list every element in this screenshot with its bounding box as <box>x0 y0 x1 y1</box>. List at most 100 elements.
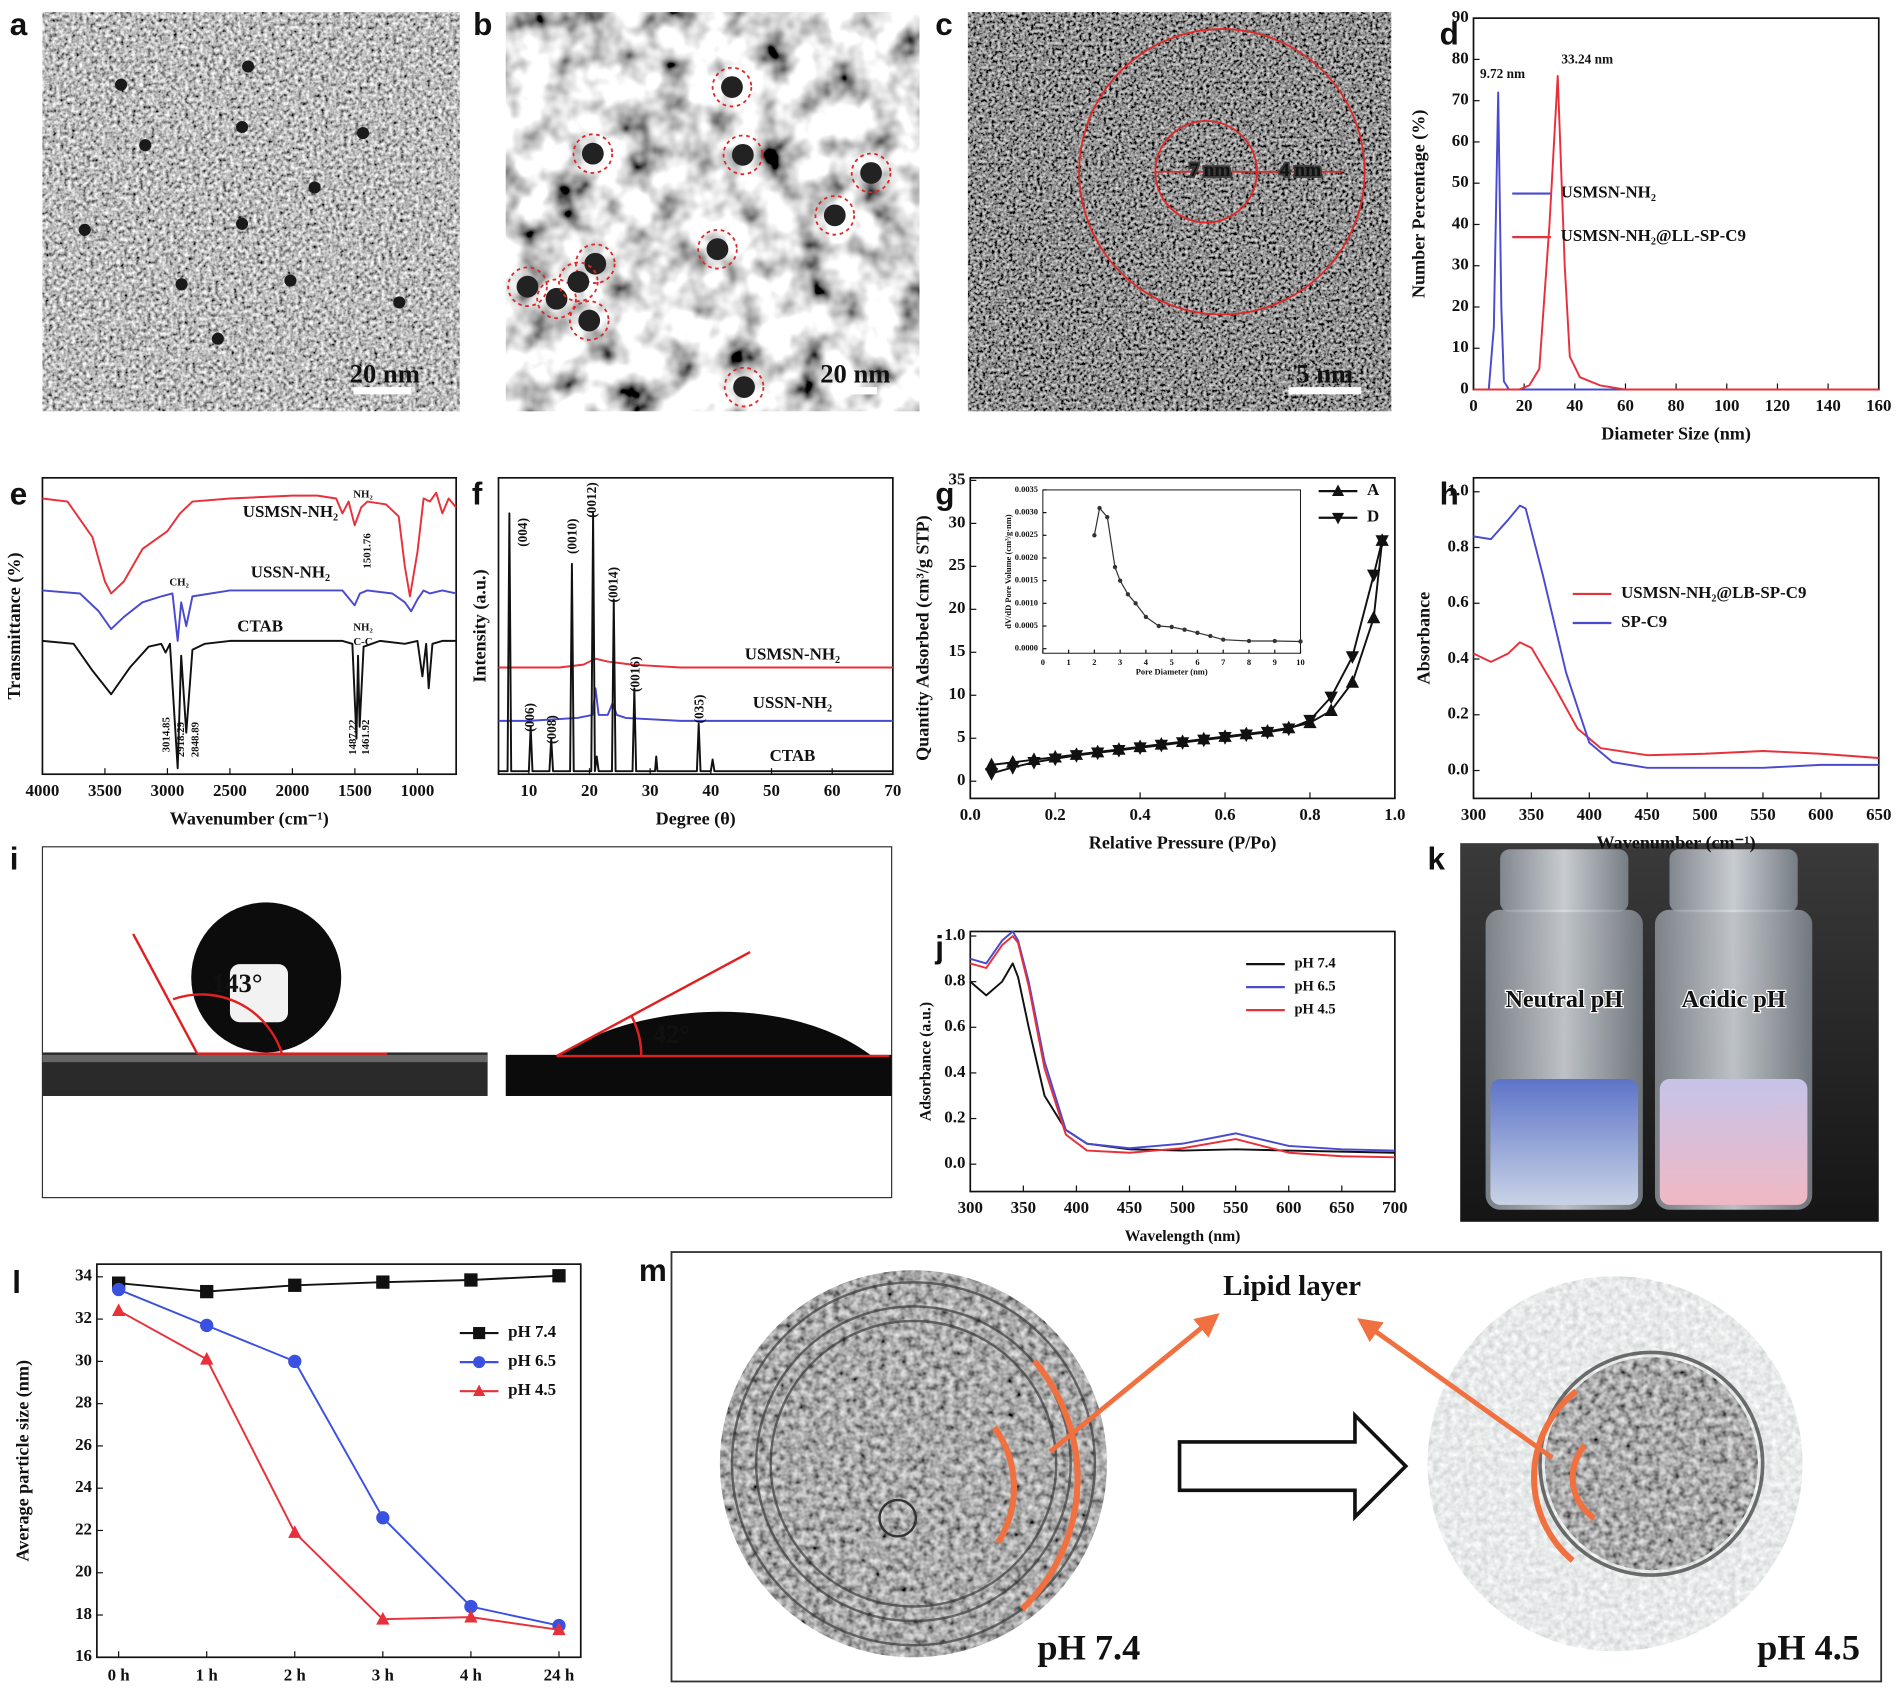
marker <box>1282 723 1296 737</box>
x-axis-label: Diameter Size (nm) <box>1601 424 1751 445</box>
particle <box>581 142 604 165</box>
annotation: 3014.85 <box>161 717 173 753</box>
series-line <box>1473 641 1879 759</box>
particle <box>721 76 743 98</box>
outer-circle <box>1078 28 1366 316</box>
marker <box>200 1351 214 1365</box>
marker <box>376 1611 390 1625</box>
y-tick-label: 0.8 <box>944 971 965 990</box>
x-tick-label: 350 <box>1011 1198 1036 1217</box>
x-tick-label: 0.4 <box>1130 805 1152 824</box>
x-tick-label: 60 <box>1617 396 1634 415</box>
x-tick-label: 600 <box>1276 1198 1301 1217</box>
y-tick-label: 1.0 <box>1448 481 1469 500</box>
legend-label: A <box>1367 480 1380 499</box>
x-tick-label: 140 <box>1815 396 1840 415</box>
x-tick-label: 400 <box>1064 1198 1089 1217</box>
marker <box>1133 601 1138 606</box>
particle <box>139 139 152 152</box>
tem-image <box>42 12 460 412</box>
x-tick-label: 4 <box>1144 657 1149 667</box>
y-axis-label: Absorbance <box>1413 592 1433 685</box>
tem-image <box>505 12 920 412</box>
x-tick-label: 60 <box>824 781 841 800</box>
x-tick-label: 80 <box>1668 396 1685 415</box>
panel-label: h <box>1440 476 1459 511</box>
lipid-ring <box>1538 1350 1765 1577</box>
tangent <box>555 950 751 1058</box>
y-axis-label: Average particle size (nm) <box>12 1360 33 1561</box>
measure-label: 4 nm <box>1280 160 1321 181</box>
scale-bar-label: 20 nm <box>820 358 890 388</box>
particle <box>115 78 128 91</box>
marker <box>1048 753 1062 767</box>
marker <box>1027 756 1041 770</box>
highlight-circle <box>558 261 599 303</box>
series-line <box>498 657 893 669</box>
x-tick-label: 450 <box>1634 805 1659 824</box>
marker <box>1125 592 1131 597</box>
transition-arrow <box>1177 1410 1409 1522</box>
highlight-circle <box>568 300 610 341</box>
x-tick-label: 40 <box>702 781 719 800</box>
x-tick-label: 2 h <box>284 1666 307 1685</box>
x-tick-label: 300 <box>1461 805 1486 824</box>
x-tick-label: 0.2 <box>1045 805 1066 824</box>
marker <box>1154 739 1169 753</box>
y-tick-label: 20 <box>1452 296 1469 315</box>
particle <box>860 162 882 184</box>
marker <box>1303 714 1317 728</box>
marker <box>1239 729 1253 743</box>
lipid-ring <box>730 1281 1097 1647</box>
y-tick-label: 0.0005 <box>1015 620 1038 630</box>
y-tick-label: 0.0010 <box>1015 597 1038 607</box>
marker <box>984 768 999 781</box>
plot-frame <box>497 476 894 776</box>
annotation: (0012) <box>584 482 599 517</box>
marker <box>1143 614 1149 620</box>
x-tick-label: 650 <box>1866 805 1891 824</box>
annotation: (0016) <box>627 656 642 691</box>
series-line <box>498 512 893 773</box>
marker <box>288 1278 302 1292</box>
x-tick-label: 3 h <box>372 1666 395 1685</box>
highlight-circle <box>697 228 738 270</box>
series-line <box>42 491 457 598</box>
marker <box>288 1525 302 1538</box>
panel-label: c <box>935 7 952 42</box>
series-label: CTAB <box>770 746 816 765</box>
scale-bar-label: 5 nm <box>1296 358 1353 388</box>
marker <box>1197 734 1211 748</box>
y-tick-label: 0.6 <box>944 1016 965 1035</box>
marker <box>464 1273 478 1287</box>
y-tick-label: 10 <box>949 684 966 703</box>
x-tick-label: 100 <box>1714 396 1739 415</box>
highlight-circle <box>507 266 548 307</box>
y-tick-label: 70 <box>1452 90 1469 109</box>
annotation: C-C <box>353 636 372 648</box>
marker <box>473 1384 486 1396</box>
marker <box>1105 514 1110 520</box>
panel-label: e <box>10 476 27 511</box>
marker <box>1117 578 1123 583</box>
x-tick-label: 1.0 <box>1384 805 1405 824</box>
particle <box>823 204 846 227</box>
lipid-ring <box>754 1305 1072 1623</box>
marker <box>1006 762 1020 775</box>
x-tick-label: 40 <box>1566 396 1583 415</box>
series-line <box>970 930 1395 1152</box>
series-line <box>1473 75 1879 391</box>
x-axis-label: Wavelength (nm) <box>1125 1228 1241 1245</box>
x-tick-label: 10 <box>520 781 537 800</box>
marker <box>1092 533 1097 538</box>
y-tick-label: 0.0 <box>944 1153 965 1172</box>
x-axis-label: Relative Pressure (P/Po) <box>1089 833 1277 854</box>
series-line <box>970 935 1395 1159</box>
y-axis-label: Adsorbance (a.u.) <box>917 1002 934 1121</box>
x-tick-label: 2 <box>1092 657 1096 667</box>
legend-label: SP-C9 <box>1621 612 1667 631</box>
y-tick-label: 34 <box>75 1266 92 1285</box>
particle <box>706 238 729 261</box>
y-tick-label: 5 <box>957 727 965 746</box>
